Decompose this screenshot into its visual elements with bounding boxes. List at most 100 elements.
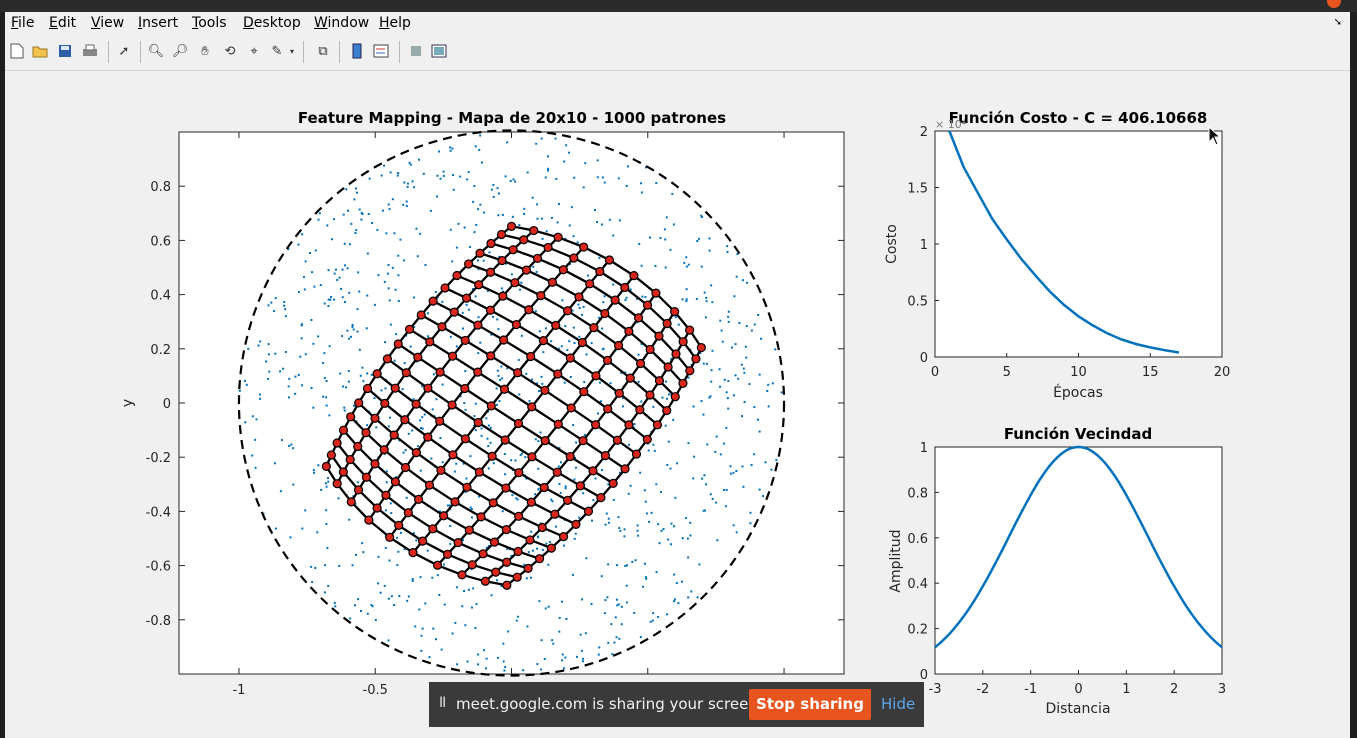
som-neuron xyxy=(346,412,356,422)
pattern-point xyxy=(485,417,488,420)
cost-exponent-label: × 10⁴ xyxy=(935,118,967,131)
pattern-point xyxy=(560,345,563,348)
print-icon[interactable] xyxy=(81,42,99,60)
hide-plot-tools-icon[interactable] xyxy=(407,42,425,60)
pattern-point xyxy=(534,310,537,313)
pattern-point xyxy=(301,233,304,236)
menu-tools[interactable]: Tools xyxy=(192,15,227,31)
neighborhood-axes[interactable]: Función Vecindad -3 -2 -1 0 1 2 3 0 0.2 0.4 0.6 0.8… xyxy=(888,425,1226,717)
som-neuron xyxy=(670,392,680,402)
pattern-point xyxy=(580,649,583,652)
som-neuron xyxy=(575,481,585,491)
pattern-point xyxy=(711,301,714,304)
menu-help[interactable]: Help xyxy=(379,15,411,31)
data-cursor-icon[interactable]: ⌖ xyxy=(250,43,258,59)
cost-title: Función Costo - C = 406.10668 xyxy=(949,109,1208,127)
menu-desktop[interactable]: Desktop xyxy=(243,15,301,31)
pattern-point xyxy=(474,626,477,629)
som-neuron xyxy=(428,524,438,534)
pattern-point xyxy=(407,432,410,435)
pattern-point xyxy=(696,239,699,242)
pattern-point xyxy=(389,171,392,174)
menu-file[interactable]: File xyxy=(11,15,35,31)
pattern-point xyxy=(534,438,537,441)
cost-xtick-label: 0 xyxy=(931,365,939,380)
pattern-point xyxy=(412,186,415,189)
som-grid-row xyxy=(357,402,565,538)
menu-overflow-icon[interactable]: ➘ xyxy=(1333,17,1342,28)
stop-sharing-button[interactable]: Stop sharing xyxy=(749,689,871,720)
pattern-point xyxy=(351,323,354,326)
som-neuron xyxy=(526,351,536,362)
pattern-point xyxy=(343,406,346,409)
som-neuron xyxy=(326,450,336,460)
open-file-icon[interactable] xyxy=(31,42,49,60)
pattern-point xyxy=(491,315,494,318)
menu-window[interactable]: Window xyxy=(314,15,370,31)
pattern-point xyxy=(367,212,370,215)
som-neuron xyxy=(500,435,510,445)
new-figure-icon[interactable] xyxy=(8,42,26,60)
pattern-point xyxy=(677,602,680,605)
pattern-point xyxy=(592,499,595,502)
pattern-point xyxy=(406,182,409,185)
pattern-point xyxy=(316,531,319,534)
som-neuron xyxy=(642,300,653,310)
zoom-out-icon[interactable]: 🔎︎ xyxy=(171,43,189,59)
pattern-point xyxy=(422,172,425,175)
som-grid-row xyxy=(386,357,602,499)
feature-mapping-axes[interactable]: Feature Mapping - Mapa de 20x10 - 1000 p… xyxy=(120,109,845,718)
som-neuron xyxy=(595,266,605,277)
pattern-point xyxy=(722,489,725,492)
pattern-point xyxy=(414,625,417,628)
pattern-point xyxy=(370,373,373,376)
pattern-point xyxy=(725,426,728,429)
cost-ytick-label: 2 xyxy=(920,125,928,140)
neighborhood-xlabel: Distancia xyxy=(1045,701,1110,717)
insert-colorbar-icon[interactable] xyxy=(348,42,366,60)
pattern-point xyxy=(750,464,753,467)
pan-hand-icon[interactable]: ✋︎ xyxy=(201,43,209,59)
pattern-point xyxy=(480,161,483,164)
show-plot-tools-icon[interactable] xyxy=(430,42,448,60)
edit-plot-arrow-icon[interactable]: ➚ xyxy=(118,43,130,59)
zoom-in-icon[interactable]: 🔍︎ xyxy=(147,43,165,59)
pattern-point xyxy=(326,224,329,227)
som-neuron xyxy=(578,436,588,446)
som-neuron xyxy=(457,570,467,580)
pattern-point xyxy=(612,234,615,237)
pattern-point xyxy=(657,616,660,619)
pattern-point xyxy=(530,530,533,533)
brush-dropdown-icon[interactable]: ▾ xyxy=(289,46,294,56)
pattern-point xyxy=(357,271,360,274)
menu-view[interactable]: View xyxy=(91,15,125,31)
nb-xtick-label: 3 xyxy=(1218,682,1226,697)
pattern-point xyxy=(709,395,712,398)
window-close-button[interactable] xyxy=(1327,0,1341,8)
save-icon[interactable] xyxy=(56,42,74,60)
hide-banner-link[interactable]: Hide xyxy=(881,695,916,713)
link-plot-icon[interactable]: ⧉ xyxy=(318,43,328,59)
cost-axes[interactable]: Función Costo - C = 406.10668 × 10⁴ 0 5 10… xyxy=(884,109,1230,401)
pattern-point xyxy=(700,265,703,268)
som-neuron xyxy=(390,477,401,487)
pattern-point xyxy=(254,438,257,441)
pattern-point xyxy=(607,483,610,486)
menu-edit[interactable]: Edit xyxy=(49,15,77,31)
pattern-point xyxy=(675,462,678,465)
brush-icon[interactable]: ✎ xyxy=(271,43,283,59)
pattern-point xyxy=(672,418,675,421)
menu-insert[interactable]: Insert xyxy=(138,15,179,31)
rotate-3d-icon[interactable]: ⟲ xyxy=(224,43,236,59)
pattern-point xyxy=(766,390,769,393)
pattern-point xyxy=(718,368,721,371)
pattern-point xyxy=(664,266,667,269)
insert-legend-icon[interactable] xyxy=(372,42,390,60)
som-neuron xyxy=(488,498,498,508)
pattern-point xyxy=(544,327,547,330)
pattern-point xyxy=(441,461,444,464)
pattern-point xyxy=(544,176,547,179)
som-neuron xyxy=(539,482,549,493)
som-neuron xyxy=(447,400,457,410)
pattern-point xyxy=(667,393,670,396)
